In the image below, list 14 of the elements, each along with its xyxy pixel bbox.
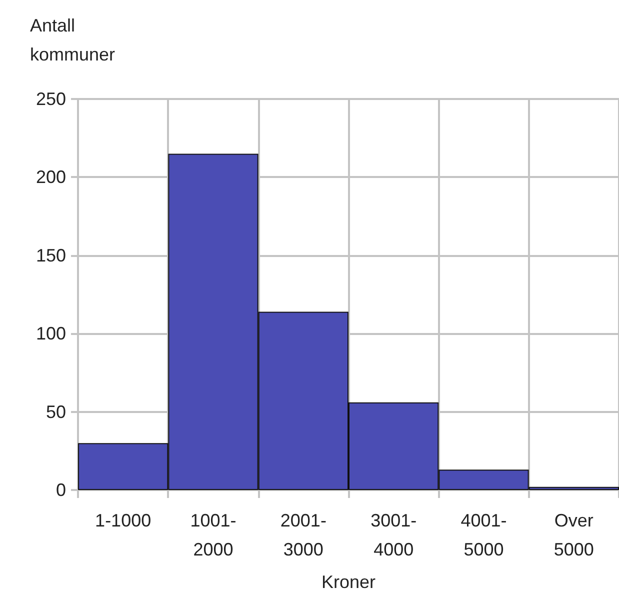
- x-tick-label: 1-1000: [95, 510, 152, 530]
- x-tick-label: 4001-5000: [460, 510, 507, 560]
- x-tick-label: 3001-4000: [370, 510, 417, 560]
- y-tick-label: 250: [36, 89, 66, 109]
- x-axis-title: Kroner: [321, 572, 376, 592]
- x-tick-label: 1001-2000: [190, 510, 236, 560]
- x-tick-label: 2001-3000: [280, 510, 326, 560]
- y-tick-label: 0: [56, 480, 66, 500]
- x-tick-label: Over 5000: [554, 510, 594, 560]
- y-tick-label: 200: [36, 167, 66, 188]
- y-axis-title: Antall kommuner: [30, 16, 116, 64]
- y-tick-label: 50: [46, 402, 66, 422]
- y-tick-label: 100: [36, 324, 66, 344]
- y-tick-label: 150: [36, 245, 66, 266]
